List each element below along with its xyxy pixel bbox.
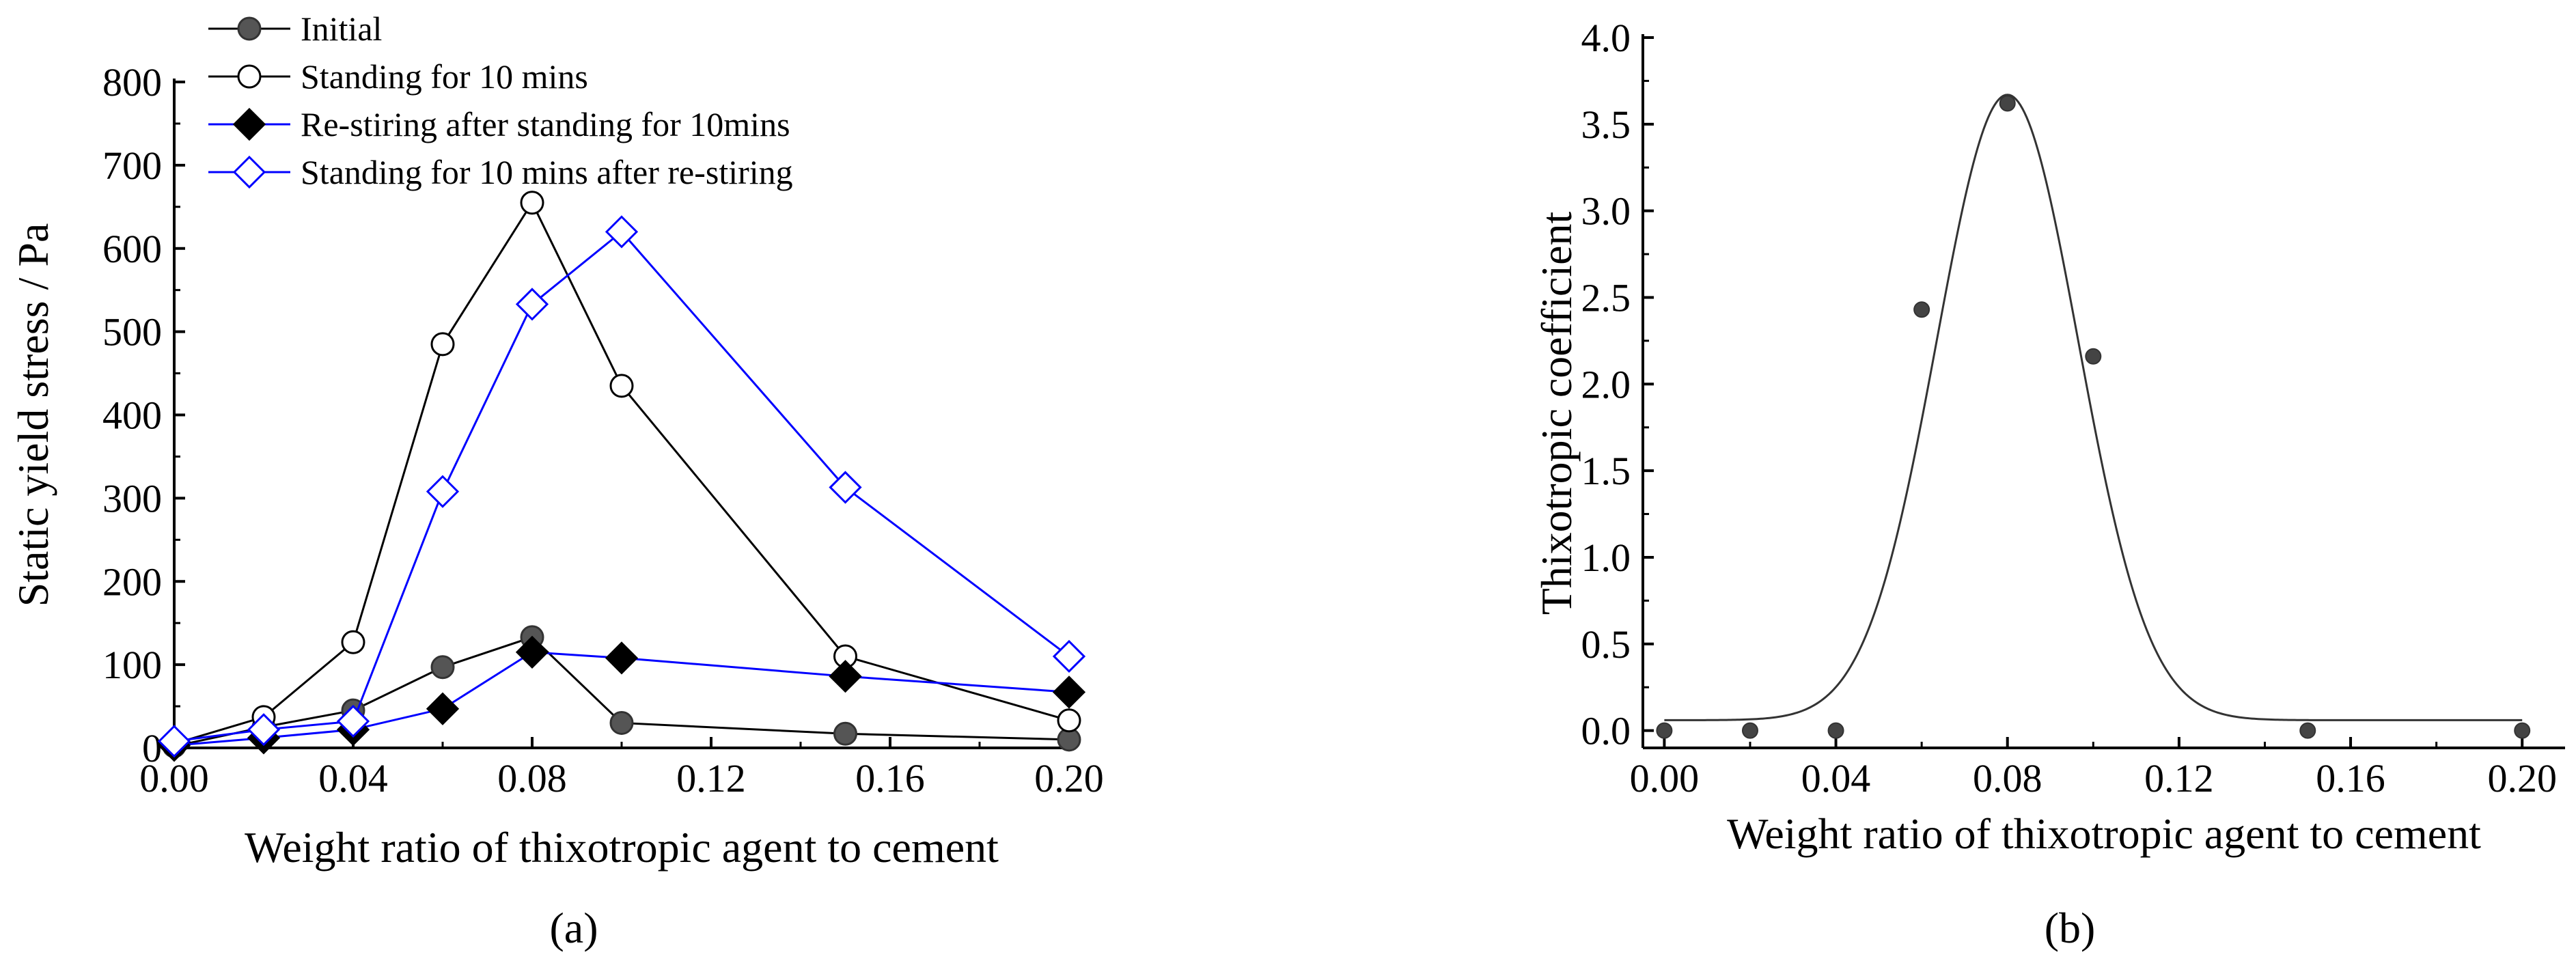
chart-panel-a: 0.00 0.04 0.08 0.12 0.16 0.20 0 100 200 300 400 50… <box>9 10 1104 952</box>
series-standing-for-10-mins-after-re-stiring <box>157 215 1086 758</box>
x-tick-label: 0.20 <box>2487 756 2557 800</box>
y-tick-label: 3.5 <box>1581 102 1631 147</box>
legend-marker <box>232 107 266 141</box>
data-point <box>430 655 455 680</box>
data-point <box>515 635 549 669</box>
x-tick-label: 0.12 <box>2144 756 2214 800</box>
series-line <box>174 636 1070 748</box>
legend-entry: Re-stiring after standing for 10mins <box>208 105 790 143</box>
chart-a-series <box>157 191 1086 762</box>
legend-entry: Standing for 10 mins after re-stiring <box>208 153 793 191</box>
legend-label: Re-stiring after standing for 10mins <box>301 105 790 143</box>
data-point <box>426 692 460 725</box>
legend-label: Standing for 10 mins after re-stiring <box>301 153 793 191</box>
chart-b-points <box>1656 95 2531 739</box>
y-tick-label: 2.0 <box>1581 362 1631 406</box>
y-tick-label: 1.5 <box>1581 449 1631 493</box>
data-point <box>2299 722 2316 739</box>
chart-a-x-axis-label: Weight ratio of thixotropic agent to cem… <box>245 823 999 872</box>
data-point <box>605 641 639 675</box>
x-tick-label: 0.00 <box>1630 756 1700 800</box>
y-tick-label: 600 <box>102 227 162 271</box>
data-point <box>2085 348 2102 365</box>
x-tick-label: 0.16 <box>2316 756 2385 800</box>
legend-marker <box>237 64 262 89</box>
chart-panel-b: 0.00 0.04 0.08 0.12 0.16 0.20 0.0 0.5 1.0 1.5 2.0… <box>1532 16 2565 952</box>
x-tick-label: 0.08 <box>497 756 567 800</box>
data-point <box>520 191 544 215</box>
data-point <box>609 374 634 398</box>
data-point <box>829 660 862 693</box>
legend-entry: Initial <box>208 10 382 48</box>
chart-a-y-axis-label: Static yield stress / Pa <box>9 223 57 607</box>
chart-b-y-ticks: 0.0 0.5 1.0 1.5 2.0 2.5 3.0 3.5 4.0 <box>1581 16 1654 753</box>
data-point <box>1656 722 1673 739</box>
data-point <box>1827 722 1844 739</box>
data-point <box>1052 639 1086 673</box>
legend-marker <box>232 155 266 189</box>
x-tick-label: 0.20 <box>1034 756 1104 800</box>
x-tick-label: 0.08 <box>1973 756 2042 800</box>
x-tick-label: 0.04 <box>318 756 388 800</box>
y-tick-label: 400 <box>102 393 162 438</box>
y-tick-label: 200 <box>102 559 162 604</box>
chart-a-legend: Initial Standing for 10 mins Re-stiring af… <box>208 10 793 191</box>
legend-label: Initial <box>301 10 382 48</box>
chart-b-x-ticks: 0.00 0.04 0.08 0.12 0.16 0.20 <box>1630 737 2557 800</box>
data-point <box>341 630 365 654</box>
y-tick-label: 500 <box>102 310 162 354</box>
data-point <box>247 713 281 747</box>
data-point <box>1913 301 1930 318</box>
data-point <box>1741 722 1758 739</box>
x-tick-label: 0.04 <box>1801 756 1871 800</box>
y-tick-label: 300 <box>102 476 162 520</box>
y-tick-label: 800 <box>102 60 162 105</box>
chart-b-y-axis-label: Thixotropic coefficient <box>1532 211 1581 615</box>
data-point <box>426 475 460 508</box>
chart-b-x-axis-label: Weight ratio of thixotropic agent to cem… <box>1727 809 2481 858</box>
data-point <box>515 288 549 321</box>
legend-label: Standing for 10 mins <box>301 57 588 96</box>
data-point <box>1999 95 2016 112</box>
data-point <box>157 725 191 758</box>
series-line <box>174 200 1070 745</box>
x-tick-label: 0.12 <box>676 756 746 800</box>
x-tick-label: 0.00 <box>139 756 209 800</box>
chart-a-x-ticks: 0.00 0.04 0.08 0.12 0.16 0.20 <box>139 737 1104 800</box>
legend-entry: Standing for 10 mins <box>208 57 588 96</box>
data-point <box>430 332 455 357</box>
y-tick-label: 4.0 <box>1581 16 1631 60</box>
data-point <box>2514 722 2531 739</box>
data-point <box>829 471 862 504</box>
chart-b-fit-curve <box>1664 94 2523 721</box>
data-point <box>1052 676 1086 709</box>
y-tick-label: 700 <box>102 143 162 188</box>
y-tick-label: 0.5 <box>1581 622 1631 667</box>
chart-a-y-ticks: 0 100 200 300 400 500 600 700 800 <box>102 60 185 770</box>
y-tick-label: 1.0 <box>1581 535 1631 580</box>
x-tick-label: 0.16 <box>855 756 925 800</box>
data-point <box>609 710 634 735</box>
y-tick-label: 0.0 <box>1581 709 1631 753</box>
data-point <box>336 704 370 738</box>
y-tick-label: 0 <box>142 726 162 770</box>
y-tick-label: 2.5 <box>1581 275 1631 320</box>
y-tick-label: 3.0 <box>1581 189 1631 234</box>
panel-label-a: (a) <box>549 904 598 952</box>
data-point <box>605 215 639 249</box>
data-point <box>1057 708 1081 733</box>
data-point <box>833 721 857 746</box>
panel-label-b: (b) <box>2045 904 2096 952</box>
legend-marker <box>237 16 262 41</box>
y-tick-label: 100 <box>102 643 162 687</box>
